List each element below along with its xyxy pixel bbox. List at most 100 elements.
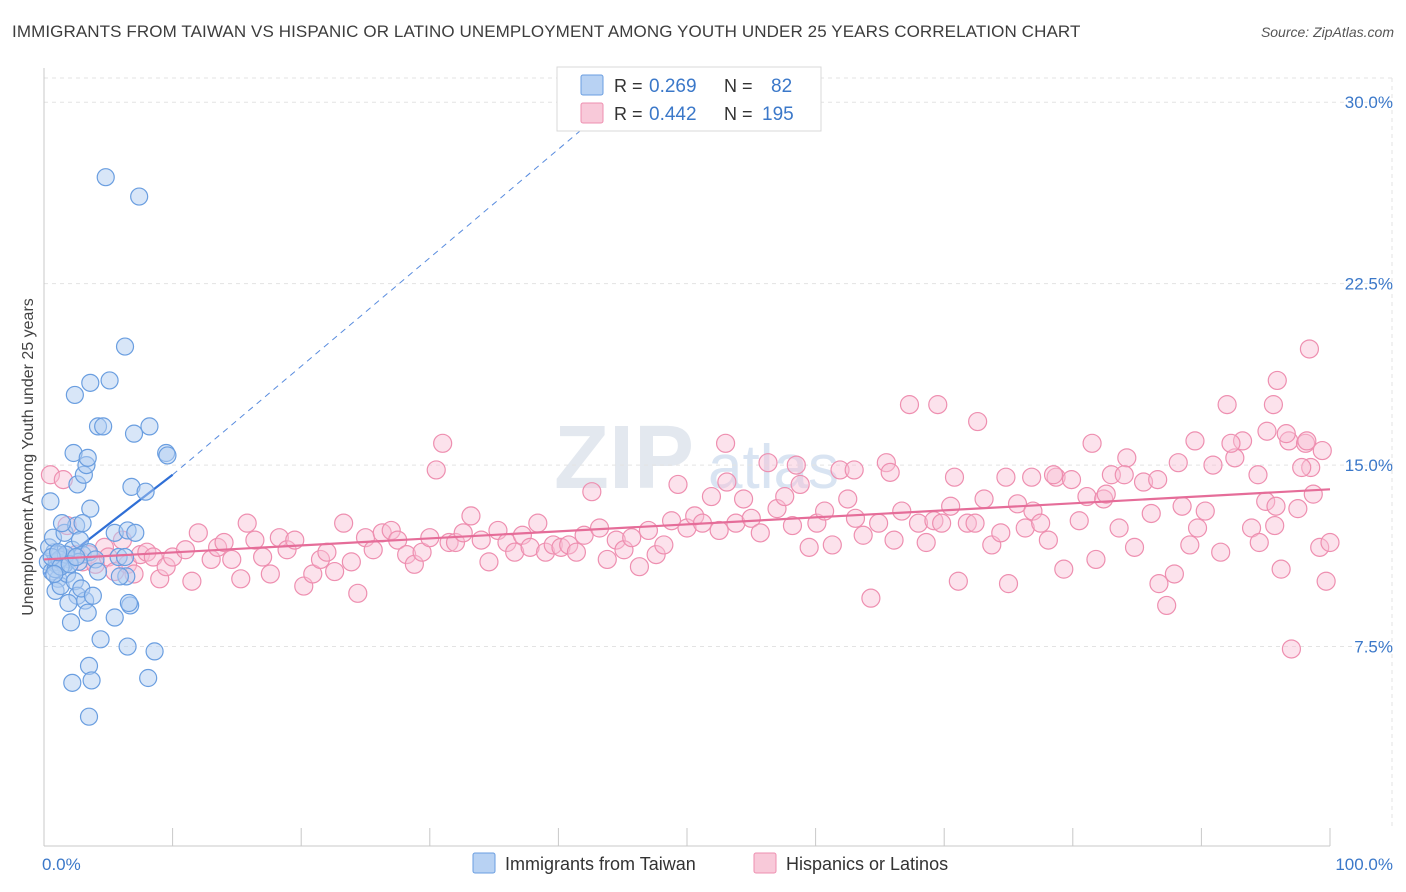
hispanic-point — [433, 433, 453, 453]
hispanic-point — [150, 569, 170, 589]
hispanic-point — [1299, 339, 1320, 359]
y-axis-label: Unemployment Among Youth under 25 years — [20, 298, 37, 616]
y-tick-label: 15.0% — [1345, 456, 1393, 475]
taiwan-point — [79, 707, 99, 726]
hispanic-point — [188, 523, 208, 543]
hispanic-point — [1172, 496, 1192, 516]
hispanic-point — [1195, 501, 1215, 521]
hispanic-point — [775, 486, 795, 507]
taiwan-point — [52, 514, 72, 533]
hispanic-point — [512, 525, 532, 545]
hispanic-point — [957, 513, 977, 533]
hispanic-point — [341, 552, 361, 572]
hispanic-point — [582, 482, 602, 502]
hispanic-point — [1157, 595, 1177, 616]
hispanic-point — [1007, 494, 1028, 514]
hispanic-point — [253, 547, 273, 567]
hispanic-point — [884, 530, 904, 550]
correlation-legend: R = 0.269 N = 82 R = 0.442 N = 195 — [556, 66, 822, 132]
hispanic-point — [1054, 559, 1074, 579]
hispanic-point — [1271, 559, 1291, 579]
hispanic-point — [892, 501, 912, 521]
hispanic-point — [1077, 486, 1097, 507]
taiwan-point — [140, 417, 159, 436]
bottom-legend-label-taiwan: Immigrants from Taiwan — [505, 854, 696, 874]
legend-r-value-hispanic: 0.442 — [649, 104, 697, 125]
hispanic-point — [1221, 433, 1241, 453]
hispanic-point — [1086, 549, 1106, 570]
hispanic-point — [965, 513, 985, 533]
hispanic-point — [1303, 484, 1323, 504]
hispanic-point — [741, 508, 761, 528]
hispanic-point — [1149, 574, 1169, 594]
taiwan-point — [119, 593, 138, 613]
taiwan-point — [105, 608, 124, 627]
taiwan-point — [59, 593, 78, 613]
bottom-legend-swatch-taiwan — [472, 852, 496, 874]
hispanic-point — [709, 520, 729, 541]
hispanic-point — [733, 489, 754, 509]
taiwan-point — [136, 482, 155, 501]
hispanic-point — [453, 523, 473, 543]
source-credit: Source: ZipAtlas.com — [1260, 24, 1394, 40]
hispanic-point — [654, 535, 674, 555]
series-taiwan-points — [38, 168, 177, 726]
taiwan-point — [100, 371, 119, 390]
hispanic-point — [310, 549, 331, 570]
taiwan-point — [83, 586, 102, 605]
y-tick-label: 7.5% — [1354, 638, 1393, 657]
hispanic-point — [758, 453, 778, 473]
hispanic-point — [932, 513, 952, 533]
hispanic-point — [606, 530, 626, 550]
taiwan-point — [49, 543, 68, 562]
axes: 7.5% 15.0% 22.5% 30.0% 0.0% 100.0% — [42, 68, 1393, 874]
hispanic-point — [1281, 639, 1302, 659]
bottom-legend-label-hispanic: Hispanics or Latinos — [786, 854, 948, 874]
hispanic-point — [597, 549, 617, 570]
hispanic-point — [1109, 518, 1129, 538]
hispanic-point — [629, 557, 650, 577]
y-tick-label: 22.5% — [1345, 275, 1393, 294]
hispanic-point — [782, 515, 803, 536]
hispanic-point — [1022, 467, 1042, 487]
taiwan-point — [110, 567, 129, 586]
hispanic-point — [869, 513, 889, 533]
hispanic-point — [551, 537, 571, 557]
hispanic-point — [1249, 532, 1269, 553]
taiwan-point — [115, 547, 135, 567]
hispanic-point — [1168, 453, 1188, 473]
hispanic-point — [1266, 496, 1286, 516]
hispanic-point — [822, 535, 842, 555]
hispanic-point — [1061, 470, 1082, 490]
hispanic-point — [767, 499, 787, 519]
hispanic-point — [799, 537, 819, 557]
hispanic-point — [1292, 457, 1312, 478]
taiwan-point — [126, 523, 145, 542]
chart-title: IMMIGRANTS FROM TAIWAN VS HISPANIC OR LA… — [12, 22, 1081, 41]
hispanic-point — [397, 545, 417, 565]
hispanic-point — [838, 489, 858, 509]
hispanic-point — [1263, 395, 1284, 415]
taiwan-point — [124, 424, 144, 443]
taiwan-point — [45, 564, 64, 584]
hispanic-point — [520, 537, 540, 557]
hispanic-point — [1203, 455, 1223, 475]
taiwan-point — [81, 499, 100, 518]
hispanic-point — [505, 542, 525, 562]
hispanic-point — [1069, 511, 1089, 531]
legend-r-label-taiwan: R = — [614, 76, 643, 96]
hispanic-point — [1043, 465, 1064, 485]
hispanic-point — [1217, 395, 1237, 415]
hispanic-point — [646, 545, 666, 565]
legend-swatch-taiwan — [580, 74, 604, 96]
hispanic-point — [1015, 518, 1035, 538]
taiwan-point — [63, 673, 82, 692]
hispanic-point — [1185, 431, 1205, 451]
hispanic-point — [1276, 424, 1296, 444]
hispanic-point — [807, 513, 827, 533]
hispanic-point — [245, 530, 265, 550]
taiwan-point — [139, 668, 158, 688]
series-hispanic-points — [40, 339, 1340, 659]
hispanic-point — [968, 411, 988, 432]
taiwan-point — [88, 562, 108, 581]
